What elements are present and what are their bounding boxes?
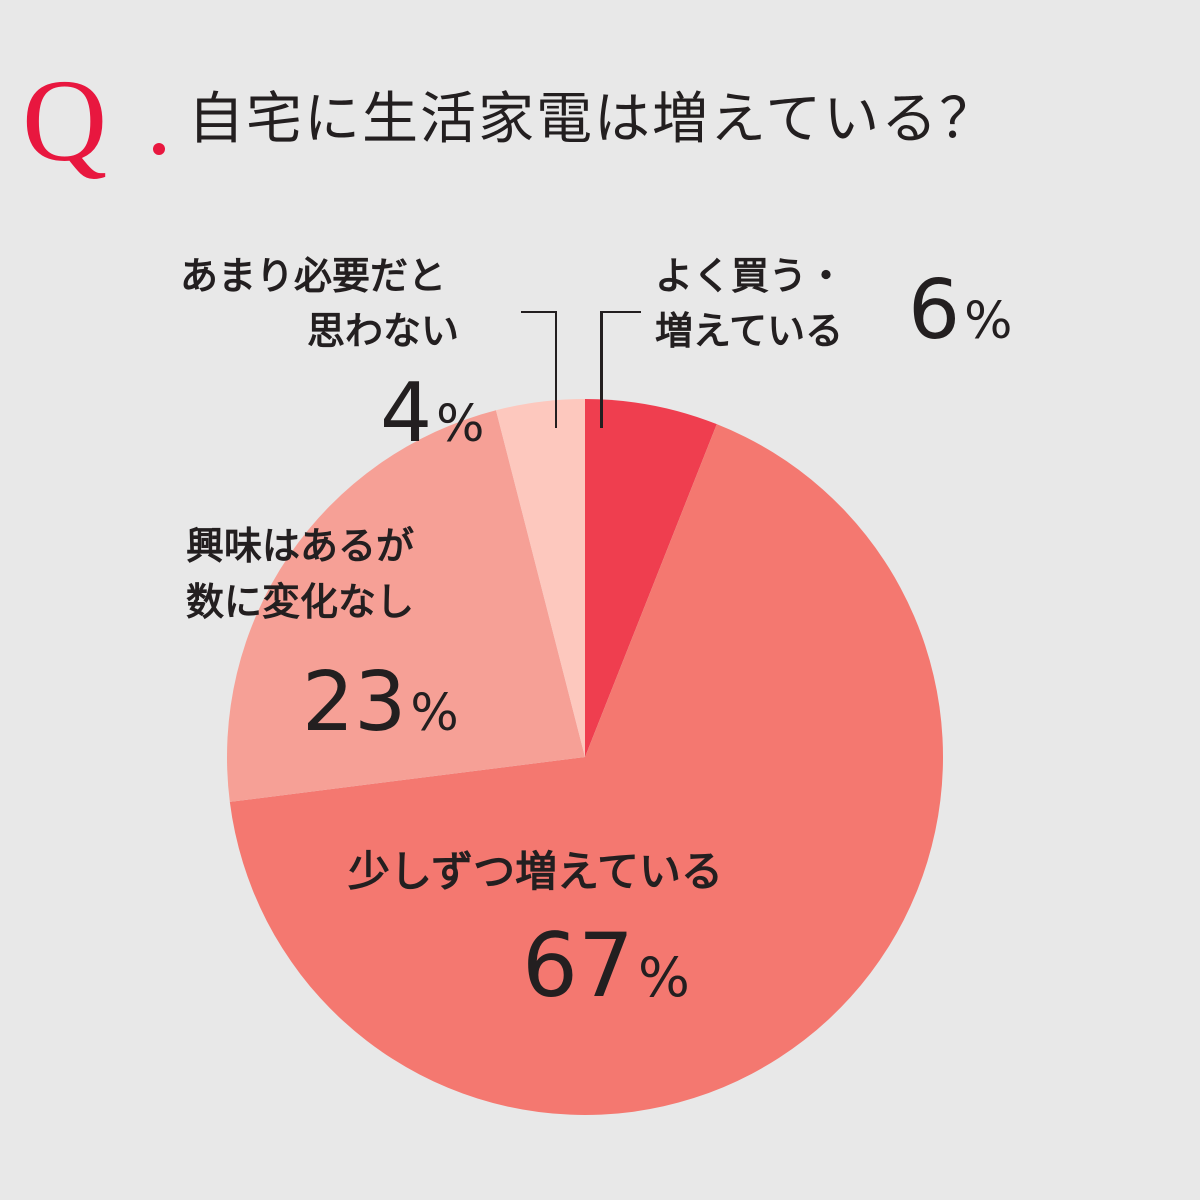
label-s2-line1: 少しずつ増えている xyxy=(348,847,724,896)
pie-slice-3 xyxy=(227,410,585,802)
value-s3-sym: % xyxy=(410,683,459,742)
q-mark: Q xyxy=(22,55,108,186)
value-s4-sym: % xyxy=(436,394,485,453)
chart-title: 自宅に生活家電は増えている？ xyxy=(188,87,998,152)
pie-slice-1 xyxy=(585,399,717,757)
label-s3-line1: 興味はあるが xyxy=(186,524,415,568)
label-s3-line2: 数に変化なし xyxy=(186,580,415,624)
label-s4-line1: あまり必要だと xyxy=(180,254,447,298)
pie-slice-2 xyxy=(229,424,943,1115)
label-s4-line2: 思わない xyxy=(307,309,460,353)
value-s1: 6% xyxy=(908,270,1012,352)
leader-line-s4-v xyxy=(555,311,557,428)
label-s1-line2: 増えている xyxy=(655,309,844,353)
leader-line-s1-h xyxy=(601,311,641,313)
value-s4: 4% xyxy=(380,373,484,455)
value-s1-num: 6 xyxy=(908,263,961,358)
q-dot xyxy=(153,143,165,155)
value-s1-sym: % xyxy=(964,291,1013,350)
value-s2-sym: % xyxy=(637,945,690,1009)
label-s1-line1: よく買う・ xyxy=(655,254,846,298)
leader-line-s1-v xyxy=(600,311,603,428)
value-s2-num: 67 xyxy=(522,914,634,1017)
value-s4-num: 4 xyxy=(380,366,433,461)
value-s2: 67% xyxy=(522,922,690,1010)
pie-slice-4 xyxy=(495,399,585,757)
value-s3: 23% xyxy=(302,662,459,744)
leader-line-s4-h xyxy=(521,311,557,313)
value-s3-num: 23 xyxy=(302,655,407,750)
